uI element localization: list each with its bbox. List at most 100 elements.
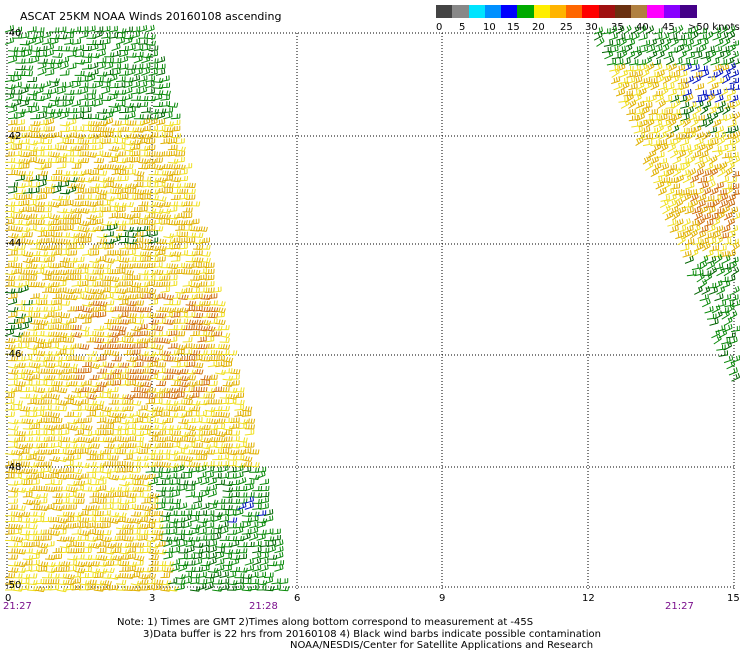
wind-barb bbox=[153, 102, 163, 107]
wind-barb bbox=[732, 112, 740, 121]
wind-barb bbox=[38, 126, 47, 131]
wind-barb bbox=[636, 101, 644, 109]
wind-barb bbox=[97, 355, 106, 360]
wind-barb bbox=[15, 437, 25, 442]
wind-barb bbox=[8, 548, 18, 553]
wind-barb bbox=[134, 561, 143, 566]
wind-barb bbox=[690, 220, 699, 227]
wind-barb bbox=[668, 164, 677, 170]
wind-barb bbox=[27, 91, 37, 96]
wind-barb bbox=[45, 319, 54, 324]
wind-barb bbox=[94, 151, 103, 157]
wind-barb bbox=[67, 306, 76, 311]
wind-barb bbox=[653, 176, 662, 183]
wind-barb bbox=[245, 565, 254, 572]
wind-barb bbox=[665, 103, 674, 109]
wind-barb bbox=[5, 84, 15, 89]
wind-barb bbox=[197, 268, 206, 274]
wind-barb bbox=[82, 562, 92, 567]
wind-barb bbox=[707, 75, 715, 83]
wind-barb bbox=[42, 393, 52, 398]
wind-barb bbox=[658, 83, 667, 90]
wind-barb bbox=[230, 375, 239, 380]
wind-barb bbox=[45, 504, 54, 510]
wind-barb bbox=[82, 479, 91, 485]
wind-barb bbox=[678, 128, 687, 133]
wind-barb bbox=[183, 163, 192, 168]
wind-barb bbox=[86, 227, 96, 232]
wind-barb bbox=[707, 314, 716, 320]
wind-barb bbox=[717, 168, 725, 177]
wind-barb bbox=[8, 419, 18, 424]
wind-barb bbox=[123, 27, 132, 33]
wind-barb bbox=[607, 59, 616, 65]
wind-barb bbox=[664, 71, 673, 77]
wind-barb bbox=[724, 212, 732, 220]
wind-barb bbox=[234, 411, 243, 417]
wind-barb bbox=[667, 219, 676, 226]
wind-barb bbox=[656, 51, 664, 59]
wind-barb bbox=[149, 237, 158, 242]
wind-barb bbox=[72, 281, 81, 286]
wind-barb bbox=[183, 281, 192, 286]
wind-barb bbox=[168, 145, 177, 150]
wind-barb bbox=[653, 163, 661, 171]
wind-barb bbox=[643, 102, 652, 108]
wind-barb bbox=[160, 405, 169, 410]
wind-barb bbox=[72, 449, 81, 454]
wind-barb bbox=[146, 280, 155, 286]
wind-barb bbox=[160, 573, 169, 578]
wind-barb bbox=[8, 170, 18, 175]
wind-barb bbox=[89, 443, 99, 448]
wind-barb bbox=[183, 343, 192, 348]
wind-barb bbox=[116, 530, 126, 535]
wind-barb bbox=[72, 572, 81, 578]
wind-barb bbox=[171, 362, 181, 367]
wind-barb bbox=[168, 473, 177, 479]
wind-barb bbox=[123, 406, 133, 411]
wind-barb bbox=[713, 119, 721, 127]
wind-barb bbox=[5, 219, 14, 225]
wind-barb bbox=[619, 97, 628, 103]
wind-barb bbox=[186, 306, 195, 311]
wind-barb bbox=[15, 47, 25, 52]
wind-barb bbox=[693, 106, 701, 114]
wind-barb bbox=[97, 369, 107, 374]
wind-barb bbox=[220, 406, 230, 411]
lat-label--44: -44 bbox=[5, 238, 21, 249]
wind-barb bbox=[705, 202, 714, 208]
wind-barb bbox=[641, 40, 650, 47]
wind-barb bbox=[715, 182, 724, 189]
wind-barb bbox=[131, 213, 140, 218]
wind-barb bbox=[673, 156, 681, 164]
wind-barb bbox=[101, 530, 111, 535]
wind-barb bbox=[89, 437, 99, 442]
wind-barb bbox=[200, 541, 209, 547]
wind-barb bbox=[729, 367, 737, 375]
wind-barb bbox=[230, 423, 239, 429]
time-label-middle: 21:28 bbox=[249, 601, 278, 612]
wind-barb bbox=[27, 350, 36, 355]
lat-label--42: -42 bbox=[5, 131, 21, 142]
wind-barb bbox=[116, 573, 126, 578]
wind-barbs bbox=[5, 25, 740, 592]
wind-barb bbox=[683, 45, 691, 53]
wind-barb bbox=[678, 40, 687, 46]
wind-barb bbox=[30, 486, 39, 491]
wind-barb bbox=[237, 442, 246, 448]
lon-label-9: 9 bbox=[439, 593, 445, 604]
wind-barb bbox=[97, 132, 106, 138]
wind-barb bbox=[38, 418, 47, 423]
wind-barb bbox=[732, 242, 740, 251]
wind-barb bbox=[149, 132, 158, 137]
wind-barb bbox=[674, 58, 683, 65]
wind-barb bbox=[89, 258, 99, 263]
wind-barb bbox=[624, 90, 633, 96]
wind-barb bbox=[60, 505, 70, 510]
wind-barb bbox=[645, 162, 653, 171]
wind-barb bbox=[23, 312, 32, 318]
wind-barb bbox=[712, 251, 721, 257]
wind-barb bbox=[168, 159, 178, 164]
wind-barb bbox=[67, 118, 76, 125]
wind-barb bbox=[131, 448, 140, 454]
